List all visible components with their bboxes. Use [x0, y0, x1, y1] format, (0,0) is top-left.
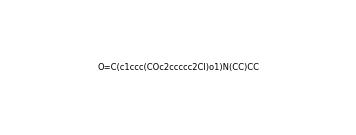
Text: O=C(c1ccc(COc2ccccc2Cl)o1)N(CC)CC: O=C(c1ccc(COc2ccccc2Cl)o1)N(CC)CC — [97, 63, 259, 72]
